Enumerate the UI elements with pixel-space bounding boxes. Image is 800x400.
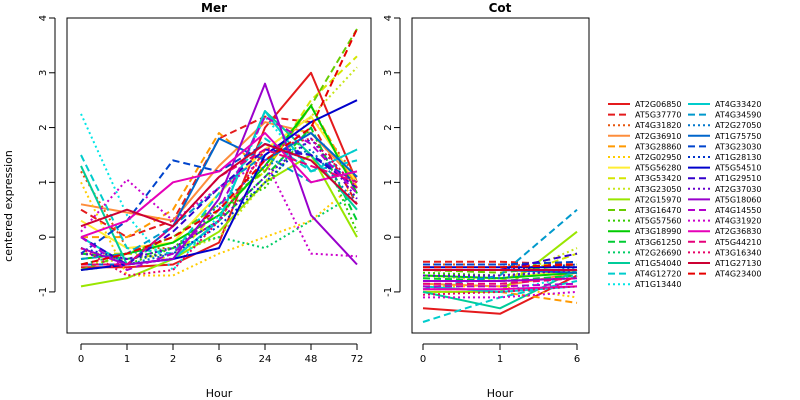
panel-cot-series-group xyxy=(422,208,578,323)
y-tick-label: 3 xyxy=(383,70,394,76)
y-axis-label: centered expression xyxy=(2,150,15,262)
legend-label: AT4G12720 xyxy=(635,270,681,279)
x-tick-label: 1 xyxy=(497,354,503,365)
x-tick-label: 72 xyxy=(351,354,364,365)
legend-label: AT3G53420 xyxy=(635,174,681,183)
series-line-cot-at3g16340 xyxy=(422,285,578,296)
y-tick-label: 1 xyxy=(38,179,49,185)
legend: AT2G06850AT5G37770AT4G31820AT2G36910AT3G… xyxy=(608,100,761,289)
legend-label: AT4G23400 xyxy=(715,270,761,279)
legend-label: AT5G18060 xyxy=(715,195,761,204)
series-line-mer-at1g27130 xyxy=(80,143,358,228)
panel-mer-frame xyxy=(66,17,372,334)
y-tick-label: 0 xyxy=(38,234,49,240)
legend-label: AT3G16470 xyxy=(635,206,681,215)
legend-label: AT1G28130 xyxy=(715,153,761,162)
y-tick-label: 4 xyxy=(383,15,394,21)
legend-label: AT1G75750 xyxy=(715,132,761,141)
legend-label: AT1G29510 xyxy=(715,174,761,183)
panel-cot-x-axis-label: Hour xyxy=(487,387,514,400)
legend-label: AT5G54510 xyxy=(715,164,761,173)
panel-mer: Mer 0 1 2 6 24 48 72 -1 0 1 2 3 4 Hour xyxy=(38,1,372,400)
panel-cot: Cot 0 1 6 -1 0 1 2 3 4 Hour xyxy=(383,1,590,400)
series-line-cot-at5g37770 xyxy=(423,260,578,266)
legend-label: AT5G37770 xyxy=(635,111,681,120)
series-line-mer-at2g06850 xyxy=(81,71,358,269)
legend-label: AT2G36910 xyxy=(635,132,681,141)
panel-cot-frame xyxy=(411,17,590,334)
legend-label: AT4G33420 xyxy=(715,100,761,109)
legend-label: AT3G28860 xyxy=(635,142,681,151)
legend-label: AT4G31820 xyxy=(635,121,681,130)
series-line-mer-at4g31920 xyxy=(80,159,358,258)
panel-cot-title: Cot xyxy=(489,1,512,15)
series-line-cot-at5g44210 xyxy=(423,277,578,285)
series-line-cot-at4g23400 xyxy=(423,263,578,269)
panel-mer-x-axis-label: Hour xyxy=(206,387,233,400)
legend-label: AT3G23050 xyxy=(635,185,681,194)
series-line-mer-at5g44210 xyxy=(81,148,358,266)
legend-label: AT3G18990 xyxy=(635,227,681,236)
series-line-mer-at2g37030 xyxy=(80,137,358,260)
series-line-cot-at4g14550 xyxy=(423,282,578,288)
legend-label: AT2G27050 xyxy=(715,121,761,130)
x-tick-label: 48 xyxy=(305,354,318,365)
x-tick-label: 0 xyxy=(420,354,426,365)
legend-label: AT3G61250 xyxy=(635,238,681,247)
legend-label: AT1G27130 xyxy=(715,259,761,268)
series-line-mer-at1g13440 xyxy=(80,113,358,271)
legend-label: AT1G13440 xyxy=(635,280,681,289)
series-line-mer-at2g26690 xyxy=(80,192,358,266)
panel-mer-x-axis: 0 1 2 6 24 48 72 xyxy=(78,343,364,365)
series-line-cot-at2g36830 xyxy=(423,285,578,291)
legend-label: AT5G57560 xyxy=(635,217,681,226)
legend-label: AT3G16340 xyxy=(715,248,761,257)
panel-cot-x-axis: 0 1 6 xyxy=(420,343,580,365)
series-line-mer-at3g28860 xyxy=(81,104,358,239)
y-tick-label: 4 xyxy=(38,15,49,21)
series-line-mer-at2g02950 xyxy=(80,181,358,277)
panel-mer-title: Mer xyxy=(201,1,227,15)
series-line-cot-at4g31920 xyxy=(423,290,578,299)
y-tick-label: 3 xyxy=(38,70,49,76)
legend-label: AT5G56280 xyxy=(635,164,681,173)
legend-label: AT2G02950 xyxy=(635,153,681,162)
x-tick-label: 0 xyxy=(78,354,84,365)
x-tick-label: 24 xyxy=(259,354,272,365)
legend-label: AT2G15970 xyxy=(635,195,681,204)
y-tick-label: 2 xyxy=(38,124,49,130)
legend-label: AT2G26690 xyxy=(635,248,681,257)
series-line-mer-at4g23400 xyxy=(80,28,358,266)
y-tick-label: -1 xyxy=(38,287,49,297)
series-line-mer-at1g29510 xyxy=(80,148,358,266)
panel-cot-y-axis: -1 0 1 2 3 4 xyxy=(383,15,401,297)
series-line-mer-at2g36830 xyxy=(80,132,358,239)
x-tick-label: 2 xyxy=(170,354,176,365)
legend-label: AT4G14550 xyxy=(715,206,761,215)
legend-label: AT4G34590 xyxy=(715,111,761,120)
series-line-cot-at2g37030 xyxy=(423,269,578,277)
legend-label: AT3G23030 xyxy=(715,142,761,151)
series-line-mer-at3g53420 xyxy=(81,55,358,260)
legend-label: AT2G36830 xyxy=(715,227,761,236)
legend-label: AT5G44210 xyxy=(715,238,761,247)
y-tick-label: 1 xyxy=(383,179,394,185)
legend-label: AT4G31920 xyxy=(715,217,761,226)
panel-mer-series-group xyxy=(80,28,358,288)
y-tick-label: 0 xyxy=(383,234,394,240)
legend-label: AT2G37030 xyxy=(715,185,761,194)
legend-label: AT2G06850 xyxy=(635,100,681,109)
x-tick-label: 1 xyxy=(124,354,130,365)
series-line-cot-at5g57560 xyxy=(422,269,578,277)
y-tick-label: 2 xyxy=(383,124,394,130)
panel-mer-y-axis: -1 0 1 2 3 4 xyxy=(38,15,56,297)
x-tick-label: 6 xyxy=(574,354,580,365)
legend-label: AT1G54040 xyxy=(635,259,681,268)
series-line-cot-at3g23030 xyxy=(423,260,578,266)
y-tick-label: -1 xyxy=(383,287,394,297)
x-tick-label: 6 xyxy=(216,354,222,365)
series-line-cot-at5g18060 xyxy=(423,277,578,282)
